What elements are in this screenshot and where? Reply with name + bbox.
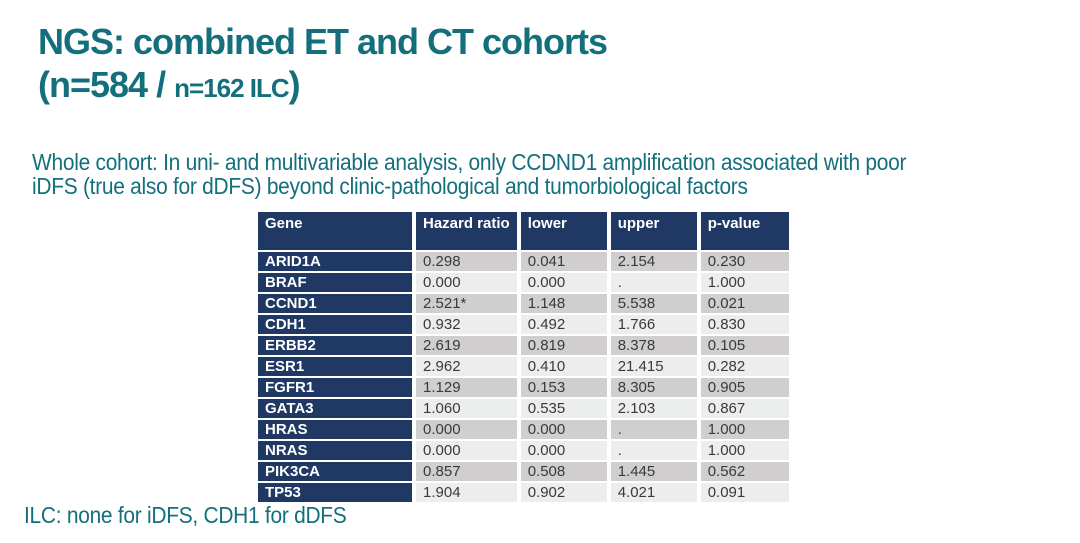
table-row: BRAF 0.000 0.000 . 1.000 xyxy=(258,273,789,292)
p-value-cell: 0.867 xyxy=(700,399,789,418)
upper-ci-cell: 2.103 xyxy=(610,399,697,418)
hazard-ratio-cell: 2.619 xyxy=(416,336,517,355)
gene-cell: BRAF xyxy=(258,273,412,292)
table-row: ERBB2 2.619 0.819 8.378 0.105 xyxy=(258,336,789,355)
lower-ci-cell: 0.410 xyxy=(520,357,607,376)
header-lower: lower xyxy=(520,212,607,250)
upper-ci-cell: 21.415 xyxy=(610,357,697,376)
gene-cell: GATA3 xyxy=(258,399,412,418)
gene-cell: HRAS xyxy=(258,420,412,439)
upper-ci-cell: 8.305 xyxy=(610,378,697,397)
lower-ci-cell: 0.492 xyxy=(520,315,607,334)
upper-ci-cell: 8.378 xyxy=(610,336,697,355)
gene-cell: CDH1 xyxy=(258,315,412,334)
lower-ci-cell: 0.902 xyxy=(520,483,607,502)
p-value-cell: 0.830 xyxy=(700,315,789,334)
lower-ci-cell: 1.148 xyxy=(520,294,607,313)
table-row: ESR1 2.962 0.410 21.415 0.282 xyxy=(258,357,789,376)
gene-cell: FGFR1 xyxy=(258,378,412,397)
header-gene: Gene xyxy=(258,212,412,250)
hazard-ratio-cell: 0.000 xyxy=(416,441,517,460)
table-header: Gene Hazard ratio lower upper p-value xyxy=(258,212,789,250)
p-value-cell: 0.282 xyxy=(700,357,789,376)
p-value-cell: 0.091 xyxy=(700,483,789,502)
hazard-ratio-cell: 2.962 xyxy=(416,357,517,376)
p-value-cell: 0.905 xyxy=(700,378,789,397)
lower-ci-cell: 0.000 xyxy=(520,273,607,292)
table-row: PIK3CA 0.857 0.508 1.445 0.562 xyxy=(258,462,789,481)
lower-ci-cell: 0.041 xyxy=(520,252,607,271)
lower-ci-cell: 0.153 xyxy=(520,378,607,397)
gene-cell: PIK3CA xyxy=(258,462,412,481)
ilc-footnote: ILC: none for iDFS, CDH1 for dDFS xyxy=(24,502,347,528)
p-value-cell: 1.000 xyxy=(700,441,789,460)
title-line2-big-left: (n=584 / xyxy=(38,64,175,105)
table-row: TP53 1.904 0.902 4.021 0.091 xyxy=(258,483,789,502)
page-title: NGS: combined ET and CT cohorts (n=584 /… xyxy=(38,20,608,110)
upper-ci-cell: . xyxy=(610,441,697,460)
upper-ci-cell: 4.021 xyxy=(610,483,697,502)
title-line2-big-right: ) xyxy=(288,64,301,105)
hazard-ratio-cell: 1.060 xyxy=(416,399,517,418)
header-upper: upper xyxy=(610,212,697,250)
p-value-cell: 0.230 xyxy=(700,252,789,271)
header-hazard-ratio: Hazard ratio xyxy=(416,212,517,250)
hazard-ratio-cell: 0.298 xyxy=(416,252,517,271)
p-value-cell: 0.105 xyxy=(700,336,789,355)
subtitle-line2: iDFS (true also for dDFS) beyond clinic-… xyxy=(32,173,748,199)
upper-ci-cell: 5.538 xyxy=(610,294,697,313)
lower-ci-cell: 0.000 xyxy=(520,441,607,460)
p-value-cell: 0.021 xyxy=(700,294,789,313)
hazard-ratio-cell: 1.129 xyxy=(416,378,517,397)
table-body: ARID1A 0.298 0.041 2.154 0.230 BRAF 0.00… xyxy=(258,252,789,502)
hazard-ratio-table: Gene Hazard ratio lower upper p-value AR… xyxy=(254,210,793,504)
header-p-value: p-value xyxy=(700,212,789,250)
subtitle-line1: Whole cohort: In uni- and multivariable … xyxy=(32,149,907,175)
gene-cell: ARID1A xyxy=(258,252,412,271)
upper-ci-cell: 1.445 xyxy=(610,462,697,481)
lower-ci-cell: 0.000 xyxy=(520,420,607,439)
upper-ci-cell: . xyxy=(610,273,697,292)
table-row: CCND1 2.521* 1.148 5.538 0.021 xyxy=(258,294,789,313)
gene-cell: ERBB2 xyxy=(258,336,412,355)
gene-cell: TP53 xyxy=(258,483,412,502)
table-header-row: Gene Hazard ratio lower upper p-value xyxy=(258,212,789,250)
gene-cell: CCND1 xyxy=(258,294,412,313)
upper-ci-cell: 1.766 xyxy=(610,315,697,334)
gene-cell: ESR1 xyxy=(258,357,412,376)
hazard-ratio-cell: 0.000 xyxy=(416,273,517,292)
p-value-cell: 0.562 xyxy=(700,462,789,481)
hazard-ratio-cell: 1.904 xyxy=(416,483,517,502)
title-line2-small: n=162 ILC xyxy=(174,73,290,103)
upper-ci-cell: . xyxy=(610,420,697,439)
gene-cell: NRAS xyxy=(258,441,412,460)
table-row: HRAS 0.000 0.000 . 1.000 xyxy=(258,420,789,439)
upper-ci-cell: 2.154 xyxy=(610,252,697,271)
p-value-cell: 1.000 xyxy=(700,273,789,292)
table-row: NRAS 0.000 0.000 . 1.000 xyxy=(258,441,789,460)
hazard-ratio-cell: 2.521* xyxy=(416,294,517,313)
lower-ci-cell: 0.508 xyxy=(520,462,607,481)
table-row: ARID1A 0.298 0.041 2.154 0.230 xyxy=(258,252,789,271)
lower-ci-cell: 0.535 xyxy=(520,399,607,418)
table-row: CDH1 0.932 0.492 1.766 0.830 xyxy=(258,315,789,334)
table-row: GATA3 1.060 0.535 2.103 0.867 xyxy=(258,399,789,418)
table-row: FGFR1 1.129 0.153 8.305 0.905 xyxy=(258,378,789,397)
p-value-cell: 1.000 xyxy=(700,420,789,439)
hazard-ratio-cell: 0.857 xyxy=(416,462,517,481)
hazard-ratio-cell: 0.000 xyxy=(416,420,517,439)
lower-ci-cell: 0.819 xyxy=(520,336,607,355)
title-line1: NGS: combined ET and CT cohorts xyxy=(38,21,608,62)
logo-band: ΛDΛPT WSG xyxy=(820,0,1080,80)
subtitle: Whole cohort: In uni- and multivariable … xyxy=(32,150,1080,198)
hazard-ratio-cell: 0.932 xyxy=(416,315,517,334)
